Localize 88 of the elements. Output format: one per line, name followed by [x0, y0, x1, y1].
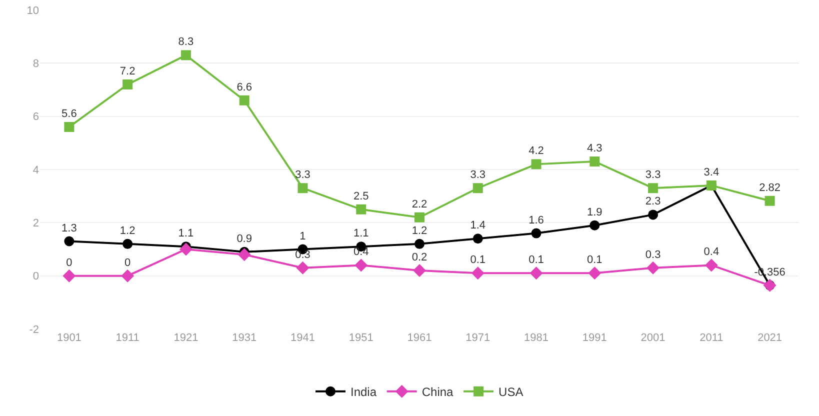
- data-label: 1: [300, 230, 306, 242]
- legend-label: USA: [498, 385, 524, 400]
- data-label: 1.2: [412, 224, 428, 237]
- data-label: 3.3: [470, 169, 486, 182]
- legend-label: China: [422, 385, 454, 400]
- data-label: 0.9: [236, 232, 252, 245]
- point: [180, 50, 191, 60]
- y-tick-label: 6: [32, 111, 39, 124]
- y-tick-label: -2: [29, 324, 39, 336]
- data-label: 3.3: [645, 169, 661, 182]
- x-tick-label: 1971: [466, 332, 490, 344]
- x-tick-label: 1931: [232, 332, 257, 344]
- point: [414, 212, 424, 222]
- point: [588, 266, 602, 280]
- data-label: 0.4: [353, 246, 369, 258]
- x-tick-label: 1961: [407, 332, 432, 344]
- point: [356, 204, 366, 214]
- x-tick-label: 1941: [290, 332, 315, 344]
- legend-label: India: [350, 385, 377, 400]
- data-label: 1.3: [62, 222, 77, 234]
- point: [414, 238, 424, 249]
- x-tick-label: 1911: [116, 332, 140, 344]
- x-tick-label: 1921: [174, 332, 198, 344]
- data-label: 5.6: [62, 108, 77, 120]
- data-label: 2.2: [412, 198, 428, 210]
- data-label: 0.1: [528, 254, 544, 266]
- point: [530, 266, 543, 280]
- x-tick-label: 1901: [56, 332, 82, 344]
- data-label: 0: [124, 256, 131, 269]
- data-label: 0.1: [587, 254, 602, 266]
- data-label: 6.6: [236, 81, 252, 94]
- point: [62, 269, 76, 282]
- x-tick-label: 2021: [758, 332, 782, 344]
- data-label: 0.3: [645, 248, 661, 261]
- point: [238, 248, 251, 262]
- point: [590, 220, 600, 230]
- data-label: 1.1: [178, 228, 194, 240]
- y-tick-label: 10: [26, 4, 39, 17]
- point: [179, 242, 192, 256]
- point: [531, 159, 542, 170]
- point: [531, 228, 542, 238]
- x-tick-label: 1981: [524, 332, 549, 344]
- data-label: 2.3: [645, 196, 661, 208]
- y-tick-label: 4: [32, 164, 39, 176]
- data-label: 3.3: [295, 169, 310, 182]
- point: [590, 156, 600, 167]
- data-label: 1.4: [470, 220, 486, 232]
- point: [64, 236, 74, 246]
- data-label: 0.2: [412, 252, 428, 264]
- data-label: 1.2: [120, 224, 136, 237]
- point: [472, 183, 483, 194]
- point: [354, 258, 368, 272]
- point: [121, 269, 134, 282]
- point: [764, 196, 775, 206]
- point: [122, 238, 133, 249]
- y-tick-label: 8: [32, 58, 39, 70]
- data-label: 1.6: [528, 214, 544, 226]
- data-label: 8.3: [178, 36, 194, 48]
- data-label: 0.1: [470, 254, 486, 266]
- data-label: 7.2: [120, 65, 136, 78]
- data-label: 4.2: [528, 145, 544, 158]
- point: [704, 258, 718, 272]
- data-label: 3.4: [704, 166, 720, 178]
- x-tick-label: 1951: [348, 332, 374, 344]
- point: [298, 183, 308, 194]
- data-label: 1.9: [587, 206, 602, 218]
- point: [648, 210, 658, 220]
- y-tick-label: 2: [32, 218, 39, 230]
- point: [646, 261, 660, 274]
- point: [64, 122, 74, 132]
- data-label: 0.4: [704, 246, 720, 258]
- data-label: 1.1: [353, 228, 369, 240]
- x-tick-label: 2001: [640, 332, 666, 344]
- point: [471, 266, 484, 280]
- point: [648, 183, 658, 194]
- data-label: 2.5: [353, 190, 369, 202]
- data-label: 4.3: [587, 142, 602, 155]
- point: [239, 95, 250, 106]
- x-tick-label: 1991: [582, 332, 607, 344]
- data-label: 2.82: [759, 182, 781, 194]
- point: [472, 234, 483, 244]
- data-label: 0.3: [295, 248, 310, 261]
- point: [122, 79, 133, 90]
- y-tick-label: 0: [32, 270, 39, 283]
- x-tick-label: 2011: [700, 332, 724, 344]
- data-label: 0: [66, 256, 72, 269]
- point: [296, 261, 310, 274]
- point: [413, 264, 426, 278]
